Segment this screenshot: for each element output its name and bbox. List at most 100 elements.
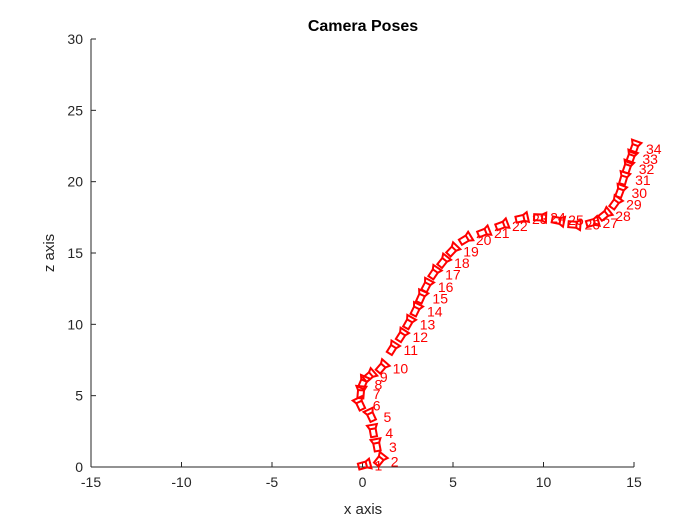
camera-pose-marker <box>624 148 640 165</box>
pose-label: 2 <box>391 453 399 469</box>
camera-body <box>567 220 578 229</box>
camera-body <box>354 399 367 412</box>
camera-body <box>361 370 375 384</box>
pose-label: 12 <box>413 329 429 345</box>
pose-label: 30 <box>632 185 648 201</box>
camera-body <box>356 378 369 391</box>
camera-lens <box>390 338 402 350</box>
y-tick-label: 20 <box>67 174 83 190</box>
camera-lens <box>450 240 463 252</box>
camera-lens <box>361 406 374 416</box>
chart-title: Camera Poses <box>308 18 418 35</box>
camera-lens <box>368 366 380 378</box>
camera-lens <box>406 313 418 324</box>
camera-pose-marker <box>361 366 380 384</box>
camera-pose-marker <box>374 357 392 375</box>
y-tick-label: 0 <box>75 459 83 475</box>
camera-pose-marker <box>361 406 378 424</box>
y-axis-title: z axis <box>41 234 58 272</box>
y-tick-label: 5 <box>75 388 83 404</box>
camera-body <box>624 152 636 165</box>
pose-label: 8 <box>375 376 383 392</box>
camera-pose-marker <box>514 210 531 224</box>
camera-lens <box>431 263 444 274</box>
camera-pose-marker <box>596 205 615 223</box>
camera-body <box>607 198 621 211</box>
pose-label: 3 <box>389 439 397 455</box>
camera-pose-marker <box>368 436 382 453</box>
camera-body <box>435 256 449 270</box>
y-tick-label: 30 <box>67 31 83 47</box>
camera-body <box>394 330 407 344</box>
x-tick-label: 15 <box>626 474 642 490</box>
camera-lens <box>575 218 582 232</box>
pose-label: 14 <box>427 303 443 319</box>
x-tick-label: -10 <box>171 474 191 490</box>
camera-lens <box>627 148 640 157</box>
camera-lens <box>483 223 493 236</box>
camera-pose-marker <box>444 240 463 258</box>
pose-label: 25 <box>568 212 584 228</box>
pose-label: 26 <box>584 216 600 232</box>
camera-body <box>614 186 626 200</box>
camera-lens <box>441 251 453 263</box>
pose-markers <box>350 138 644 471</box>
pose-label: 20 <box>476 232 492 248</box>
camera-body <box>365 410 378 424</box>
camera-lens <box>377 450 390 461</box>
camera-pose-marker <box>394 326 411 344</box>
camera-lens <box>365 422 379 430</box>
camera-body <box>401 318 414 331</box>
camera-body <box>385 343 398 357</box>
camera-pose-marker <box>401 313 418 331</box>
pose-label: 13 <box>420 316 436 332</box>
camera-body <box>372 441 382 453</box>
pose-label: 27 <box>603 215 619 231</box>
pose-label: 11 <box>403 342 418 358</box>
camera-lens <box>424 276 436 286</box>
camera-body <box>596 209 610 223</box>
pose-label: 29 <box>626 196 642 212</box>
pose-label: 23 <box>532 211 548 227</box>
x-tick-label: 5 <box>449 474 457 490</box>
camera-body <box>356 460 369 471</box>
pose-label: 16 <box>438 279 454 295</box>
camera-lens <box>558 215 567 229</box>
camera-pose-marker <box>567 218 582 232</box>
pose-label: 9 <box>380 369 388 385</box>
camera-body <box>356 388 366 400</box>
camera-pose-marker <box>475 223 493 239</box>
camera-body <box>532 213 544 222</box>
pose-label: 6 <box>373 398 381 414</box>
pose-label: 28 <box>615 208 631 224</box>
y-tick-label: 15 <box>67 245 83 261</box>
pose-label: 24 <box>550 209 566 225</box>
pose-label: 7 <box>373 386 381 402</box>
camera-pose-marker <box>385 338 402 357</box>
camera-lens <box>354 384 369 392</box>
camera-body <box>584 217 597 229</box>
camera-pose-marker <box>550 215 567 229</box>
x-tick-label: -15 <box>81 474 101 490</box>
camera-body <box>419 280 432 294</box>
pose-label: 5 <box>384 409 392 425</box>
camera-lens <box>603 205 615 217</box>
x-axis-title: x axis <box>344 501 382 518</box>
camera-body <box>372 454 386 468</box>
camera-pose-marker <box>493 216 511 232</box>
camera-body <box>374 362 387 375</box>
camera-lens <box>413 300 425 311</box>
y-tick-label: 10 <box>67 316 83 332</box>
camera-pose-marker <box>354 384 369 400</box>
camera-body <box>414 292 427 305</box>
camera-body <box>628 142 640 155</box>
camera-lens <box>592 214 602 228</box>
y-tick-label: 25 <box>67 102 83 118</box>
pose-label: 18 <box>454 255 470 271</box>
camera-lens <box>368 436 382 445</box>
camera-lens <box>502 216 511 229</box>
camera-body <box>444 245 458 258</box>
camera-body <box>457 234 471 247</box>
pose-label: 33 <box>642 151 658 167</box>
